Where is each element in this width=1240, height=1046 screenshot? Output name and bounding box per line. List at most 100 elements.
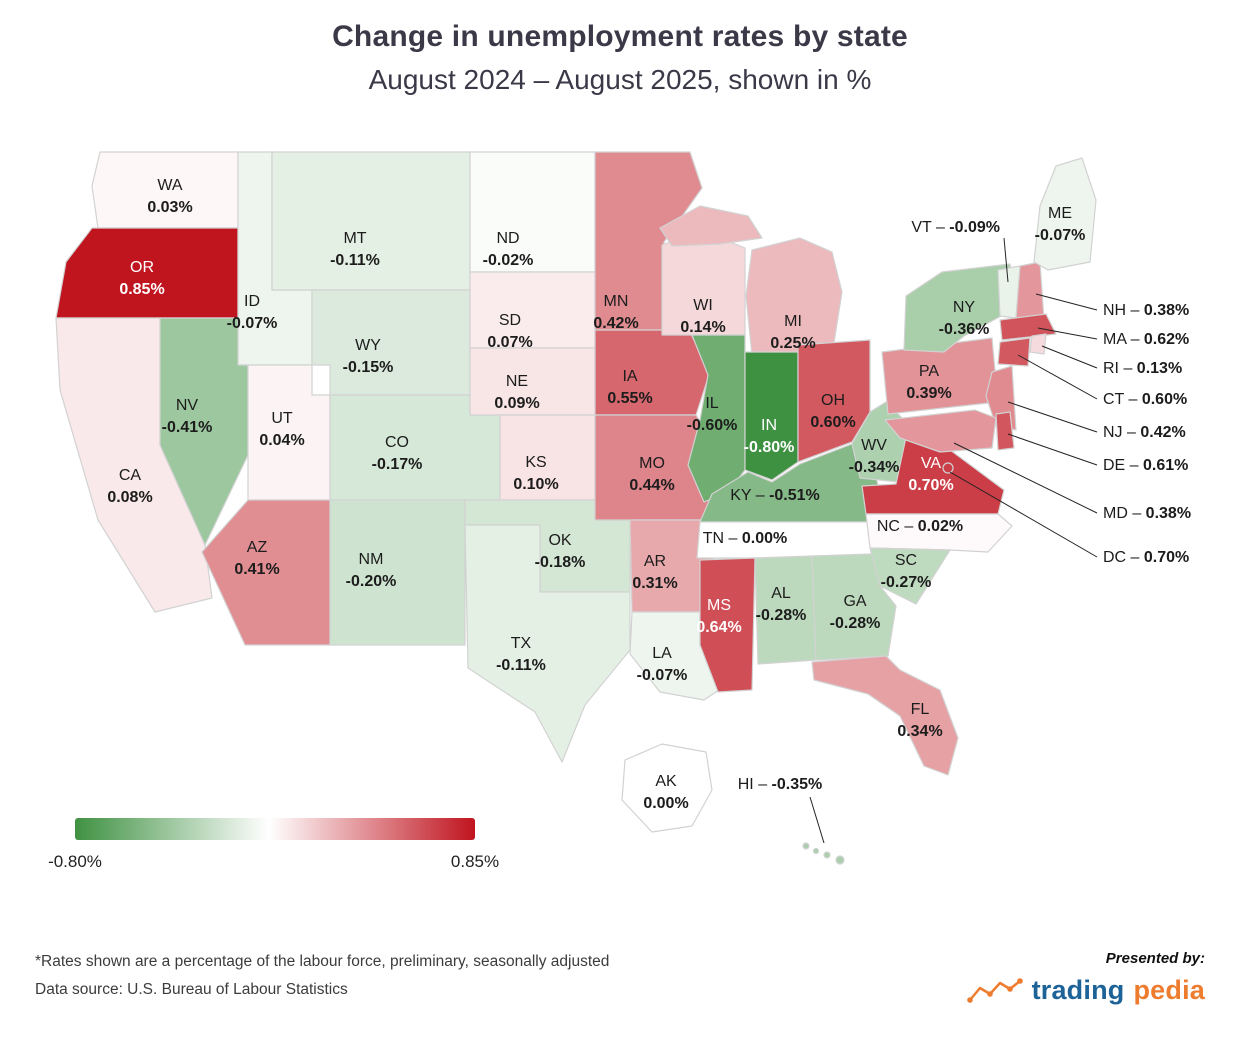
- state-label-ME: ME -0.07%: [1035, 205, 1086, 244]
- state-label-TN: TN – 0.00%: [703, 530, 788, 547]
- brand-name-trading: trading: [1031, 975, 1125, 1005]
- brand-block: Presented by: trading pedia: [966, 950, 1205, 1006]
- callout-line-NH: [1035, 293, 1098, 311]
- state-label-CA: CA 0.08%: [107, 467, 152, 506]
- brand-name-pedia: pedia: [1133, 975, 1205, 1005]
- state-label-CO: CO -0.17%: [372, 434, 423, 473]
- state-NH: [1015, 261, 1045, 321]
- state-label-NJ: NJ – 0.42%: [1103, 424, 1186, 441]
- state-SC: [869, 547, 951, 605]
- state-label-PA: PA 0.39%: [906, 363, 951, 402]
- state-label-OR: OR 0.85%: [119, 259, 164, 298]
- state-label-AK: AK 0.00%: [643, 773, 688, 812]
- state-label-MN: MN 0.42%: [593, 293, 638, 332]
- chart-title: Change in unemployment rates by state: [332, 20, 908, 53]
- state-label-ID: ID -0.07%: [227, 293, 278, 332]
- state-RI: [1029, 333, 1047, 355]
- presented-by-label: Presented by:: [1105, 950, 1205, 967]
- brand-logo: trading pedia: [966, 975, 1205, 1006]
- callout-line-RI: [1041, 345, 1098, 369]
- state-label-SC: SC -0.27%: [881, 552, 932, 591]
- chart-subtitle: August 2024 – August 2025, shown in %: [368, 64, 872, 95]
- state-CT: [997, 337, 1031, 367]
- callout-line-DC: [949, 471, 1098, 558]
- state-label-NH: NH – 0.38%: [1103, 302, 1189, 319]
- state-HI-island2: [812, 847, 820, 855]
- callout-line-CT: [1017, 354, 1098, 400]
- state-label-OH: OH 0.60%: [810, 392, 855, 431]
- state-FL: [811, 655, 959, 776]
- state-label-FL: FL 0.34%: [897, 701, 942, 740]
- state-label-HI: HI – -0.35%: [738, 776, 823, 793]
- state-label-IN: IN -0.80%: [744, 417, 795, 456]
- legend: -0.80% 0.85%: [48, 818, 499, 874]
- states-layer: [55, 151, 1097, 865]
- state-label-MS: MS 0.64%: [696, 597, 741, 636]
- state-label-RI: RI – 0.13%: [1103, 360, 1182, 377]
- state-label-AR: AR 0.31%: [632, 553, 677, 592]
- state-label-DC: DC – 0.70%: [1103, 549, 1189, 566]
- state-label-NC: NC – 0.02%: [877, 518, 963, 535]
- state-MA: [999, 313, 1057, 341]
- state-label-GA: GA -0.28%: [830, 593, 881, 632]
- state-label-OK: OK -0.18%: [535, 532, 586, 571]
- state-label-DE: DE – 0.61%: [1103, 457, 1188, 474]
- state-label-MO: MO 0.44%: [629, 455, 674, 494]
- state-MI: [745, 237, 843, 356]
- state-label-MA: MA – 0.62%: [1103, 331, 1189, 348]
- legend-min-label: -0.80%: [48, 852, 102, 871]
- callout-line-MD: [953, 442, 1098, 514]
- state-MS: [699, 557, 756, 693]
- state-DC: [942, 462, 954, 474]
- state-label-VA: VA 0.70%: [908, 455, 953, 494]
- state-NM: [329, 499, 466, 646]
- callout-lines-layer: [809, 237, 1098, 844]
- state-label-WY: WY -0.15%: [343, 337, 394, 376]
- state-label-IL: IL -0.60%: [687, 395, 738, 434]
- callout-line-DE: [1007, 433, 1098, 466]
- footnotes: *Rates shown are a percentage of the lab…: [35, 948, 609, 1004]
- state-label-WI: WI 0.14%: [680, 297, 725, 336]
- brand-zigzag-icon: [966, 977, 1023, 1003]
- footnote-rates: *Rates shown are a percentage of the lab…: [35, 953, 610, 970]
- state-label-NY: NY -0.36%: [939, 299, 990, 338]
- state-HI-island4: [835, 855, 845, 865]
- state-label-AL: AL -0.28%: [756, 585, 807, 624]
- state-label-TX: TX -0.11%: [496, 635, 546, 674]
- state-label-CT: CT – 0.60%: [1103, 391, 1187, 408]
- state-label-NE: NE 0.09%: [494, 373, 539, 412]
- state-DE: [995, 411, 1015, 451]
- legend-gradient-bar: [75, 818, 475, 840]
- state-label-ND: ND -0.02%: [483, 230, 534, 269]
- state-TX: [464, 524, 631, 763]
- footnote-source: Data source: U.S. Bureau of Labour Stati…: [35, 980, 348, 998]
- callout-line-HI: [809, 796, 825, 844]
- state-label-SD: SD 0.07%: [487, 312, 532, 351]
- state-MD: [884, 409, 997, 453]
- state-label-MT: MT -0.11%: [330, 230, 380, 269]
- state-MI-part2: [659, 205, 763, 247]
- state-WY: [311, 289, 471, 396]
- state-label-KS: KS 0.10%: [513, 454, 558, 493]
- state-label-MD: MD – 0.38%: [1103, 505, 1191, 522]
- state-label-AZ: AZ 0.41%: [234, 539, 279, 578]
- callout-line-NJ: [1007, 401, 1098, 433]
- legend-max-label: 0.85%: [450, 852, 500, 871]
- state-label-IA: IA 0.55%: [607, 368, 652, 407]
- state-HI-island3: [823, 851, 831, 859]
- state-label-WV: WV -0.34%: [849, 437, 900, 476]
- callout-line-VT: [1003, 237, 1009, 283]
- state-labels-layer: WA 0.03% OR 0.85% CA 0.08% ID -0.07% MT -0.11% WY -…: [107, 177, 1191, 812]
- state-label-NM: NM -0.20%: [346, 551, 397, 590]
- state-label-LA: LA -0.07%: [637, 645, 688, 684]
- state-label-NV: NV -0.41%: [162, 397, 213, 436]
- state-label-UT: UT 0.04%: [259, 410, 304, 449]
- state-HI-island1: [802, 842, 810, 850]
- state-label-MI: MI 0.25%: [770, 313, 815, 352]
- state-AZ: [201, 499, 331, 646]
- state-MT: [271, 151, 471, 291]
- state-IN: [744, 351, 799, 481]
- state-AK: [621, 743, 713, 833]
